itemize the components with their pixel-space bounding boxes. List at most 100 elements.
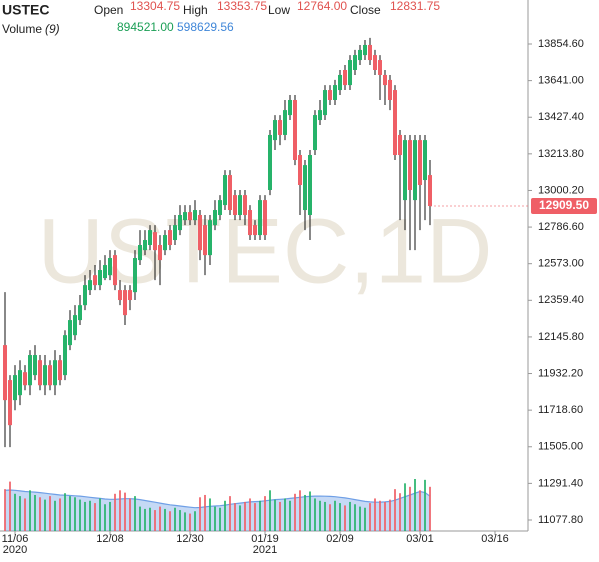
volume-bar [394, 489, 396, 531]
candle-body [383, 74, 387, 86]
x-tick-label: 12/08 [96, 533, 124, 545]
candle-body [43, 365, 47, 386]
candle-body [128, 290, 132, 301]
candle-body [338, 74, 342, 91]
volume-bar [94, 503, 96, 531]
candle-body [138, 245, 142, 261]
volume-bar [384, 501, 386, 531]
candle-body [88, 280, 92, 291]
candle-body [238, 195, 242, 216]
candle-body [343, 69, 347, 86]
candle-body [408, 140, 412, 190]
open-value: 13304.75 [130, 0, 180, 13]
volume-bar [304, 494, 306, 531]
candle-body [233, 195, 237, 216]
high-label: High [183, 3, 208, 17]
volume-bar [264, 496, 266, 531]
candle-body [53, 360, 57, 386]
y-tick-label: 11291.40 [538, 477, 583, 489]
candle-body [93, 275, 97, 286]
volume-bar [399, 493, 401, 531]
volume-bar [129, 498, 131, 531]
volume-bar [424, 479, 426, 531]
volume-bar [144, 508, 146, 531]
candle-body [188, 212, 192, 221]
y-tick-label: 11077.80 [538, 514, 583, 526]
volume-bar [184, 512, 186, 531]
candle-body [328, 90, 332, 100]
volume-bar [124, 492, 126, 531]
volume-bar [349, 501, 351, 531]
y-tick-label: 13641.00 [538, 75, 584, 87]
year-label: 2021 [253, 544, 277, 556]
volume-bar [279, 501, 281, 531]
volume-bar [159, 506, 161, 531]
candle-body [298, 155, 302, 186]
candle-body [398, 134, 402, 156]
candle-body [393, 90, 397, 156]
volume-bar [169, 511, 171, 531]
volume-bar [44, 499, 46, 531]
volume-bar [369, 503, 371, 531]
candle-body [103, 265, 107, 279]
candle-body [153, 232, 157, 251]
y-tick-label: 11718.60 [538, 404, 583, 416]
volume-bar [34, 494, 36, 531]
volume-bar [294, 493, 296, 531]
volume-bar [4, 489, 6, 531]
volume-bar [344, 505, 346, 531]
volume-bar [174, 507, 176, 531]
candle-body [23, 372, 27, 386]
volume-bar [39, 497, 41, 531]
candle-body [313, 115, 317, 151]
candle-body [123, 290, 127, 316]
candle-body [413, 140, 417, 201]
volume-bar [84, 501, 86, 531]
candle-body [48, 365, 52, 386]
volume-bar [259, 500, 261, 531]
candle-body [98, 270, 102, 286]
volume-bar [269, 490, 271, 531]
candle-body [173, 225, 177, 241]
candle-body [223, 175, 227, 206]
volume-bar [134, 496, 136, 531]
volume-bar [299, 490, 301, 531]
volume-label: Volume [2, 22, 42, 36]
candle-body [258, 200, 262, 236]
y-tick-label: 13213.80 [538, 148, 584, 160]
candle-body [358, 49, 362, 61]
candle-body [268, 134, 272, 190]
candle-body [263, 200, 267, 236]
candle-body [318, 110, 322, 121]
candle-body [428, 175, 432, 207]
candle-body [333, 85, 337, 100]
x-tick-label: 02/09 [326, 533, 354, 545]
volume-bar [419, 490, 421, 531]
volume-bar [9, 481, 11, 531]
candle-body [363, 44, 367, 56]
volume-bar [229, 496, 231, 531]
x-tick-label: 11/06 [2, 533, 29, 545]
y-tick-label: 13854.60 [538, 38, 584, 50]
candle-body [293, 99, 297, 160]
volume-bar [354, 504, 356, 531]
volume-bar [109, 501, 111, 531]
volume-bar [149, 507, 151, 531]
candle-body [178, 215, 182, 231]
high-value: 13353.75 [217, 0, 267, 13]
candle-body [118, 290, 122, 301]
open-label: Open [94, 3, 123, 17]
volume-bar [59, 498, 61, 531]
candle-body [83, 285, 87, 306]
x-tick-label: 12/30 [176, 533, 204, 545]
candle-body [323, 90, 327, 116]
volume-bar [374, 498, 376, 531]
volume-bar [14, 493, 16, 531]
volume-bar [389, 499, 391, 531]
candle-body [78, 305, 82, 321]
candle-body [28, 355, 32, 386]
volume-bar [179, 510, 181, 531]
volume-bar [164, 508, 166, 531]
volume-bar [274, 499, 276, 531]
candle-body [218, 200, 222, 216]
